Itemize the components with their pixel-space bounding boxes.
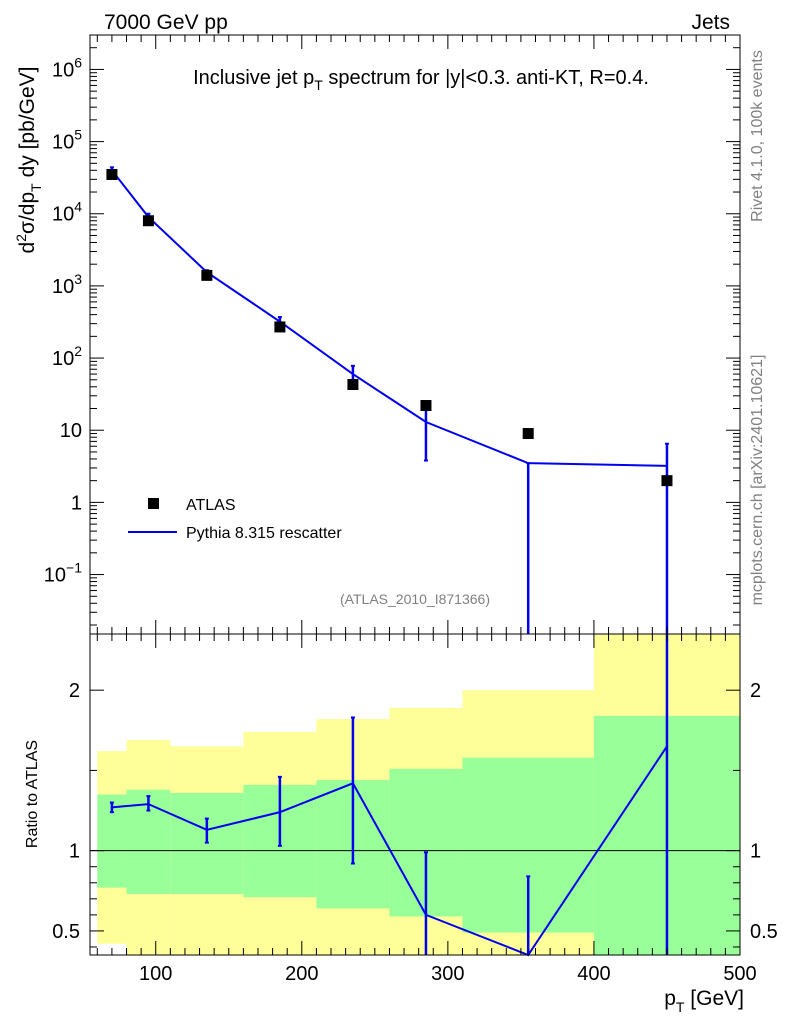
data-point (661, 475, 673, 487)
x-tick-label: 400 (577, 963, 610, 985)
legend-data-label: ATLAS (186, 497, 236, 514)
main-plot-content (106, 166, 673, 634)
ratio-plot-content (90, 634, 740, 957)
ratio-y-tick-label-right: 0.5 (750, 921, 778, 943)
main-y-axis-label: d2σ/dpT dy [pb/GeV] (13, 67, 44, 254)
y-tick-label: 10 (60, 420, 82, 442)
header-left: 7000 GeV pp (104, 11, 228, 34)
main-frame (89, 34, 741, 635)
y-tick-label: 1 (71, 492, 82, 514)
ratio-y-axis-label: Ratio to ATLAS (24, 740, 41, 848)
header-right: Jets (691, 11, 730, 34)
legend: ATLAS Pythia 8.315 rescatter (128, 497, 342, 542)
chart-title: Inclusive jet pT spectrum for |y|<0.3. a… (193, 67, 649, 93)
ratio-line (111, 745, 668, 957)
data-point (201, 269, 213, 281)
legend-mc-label: Pythia 8.315 rescatter (186, 525, 342, 542)
y-tick-label: 103 (52, 271, 82, 298)
ratio-uncertainty-bands (97, 634, 740, 955)
y-tick-label: 106 (52, 54, 82, 81)
x-tick-label: 300 (431, 963, 464, 985)
data-point (420, 400, 432, 412)
mcplots-label: mcplots.cern.ch [arXiv:2401.10621] (749, 355, 766, 606)
y-tick-label: 102 (52, 343, 82, 370)
data-point (347, 379, 359, 391)
legend-data-marker (148, 498, 159, 509)
data-point (142, 215, 154, 227)
data-point (106, 168, 118, 180)
ratio-y-tick-label: 1 (69, 841, 80, 863)
x-tick-label: 500 (723, 963, 756, 985)
y-tick-label: 104 (52, 199, 82, 226)
ratio-y-tick-label: 0.5 (52, 921, 80, 943)
analysis-label: (ATLAS_2010_I871366) (340, 591, 490, 607)
ratio-y-tick-label-right: 1 (750, 841, 761, 863)
data-point (522, 428, 534, 440)
mc-line (111, 169, 667, 467)
x-axis-label: pT [GeV] (664, 987, 744, 1015)
ratio-y-tick-label-right: 2 (750, 680, 761, 702)
ratio-frame (89, 633, 741, 956)
ratio-y-tick-label: 2 (69, 680, 80, 702)
y-tick-label: 10−1 (44, 560, 82, 587)
data-point (274, 321, 286, 333)
rivet-label: Rivet 4.1.0, 100k events (749, 50, 766, 222)
y-tick-label: 105 (52, 127, 82, 154)
x-tick-label: 100 (139, 963, 172, 985)
x-tick-label: 200 (285, 963, 318, 985)
